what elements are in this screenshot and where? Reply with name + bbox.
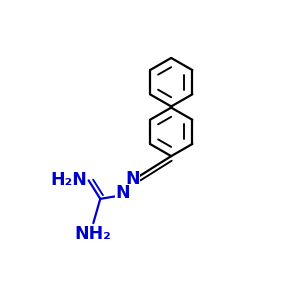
Text: N: N xyxy=(125,170,140,188)
Text: NH₂: NH₂ xyxy=(75,225,112,243)
Text: H₂N: H₂N xyxy=(51,171,88,189)
Text: N: N xyxy=(115,184,130,202)
